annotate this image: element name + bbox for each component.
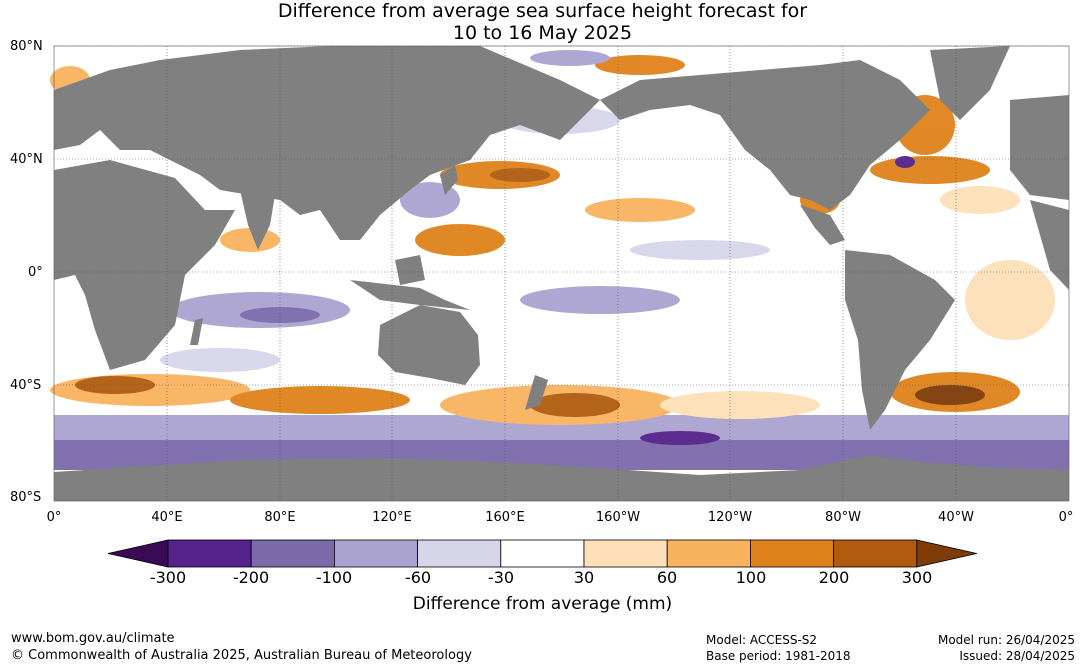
colorbar-tick-label: -200 [232, 568, 270, 587]
colorbar-extend-low [107, 539, 169, 568]
footer-issued: Issued: 28/04/2025 [959, 649, 1075, 663]
lon-label: 160°E [485, 510, 525, 525]
madagascar [190, 318, 203, 345]
lon-label: 120°W [707, 510, 753, 525]
lat-label: 40°N [10, 152, 43, 167]
colorbar-segment [167, 539, 252, 568]
lat-label: 40°S [10, 378, 42, 393]
map-title-line1: Difference from average sea surface heig… [277, 0, 808, 22]
anomaly-blob [630, 240, 770, 260]
anomaly-blob [895, 156, 915, 168]
anomaly-blob [660, 391, 820, 419]
colorbar-segment [666, 539, 751, 568]
africa [54, 160, 235, 370]
land [54, 46, 1069, 501]
lat-label: 80°N [10, 39, 43, 54]
colorbar-segment [833, 539, 918, 568]
anomaly-blob [415, 224, 505, 256]
indonesia [350, 280, 470, 310]
greenland [930, 46, 1010, 120]
colorbar-tick-label: 200 [818, 568, 850, 587]
colorbar [107, 539, 977, 568]
lat-label: 80°S [10, 490, 42, 505]
anomaly-blob [240, 307, 320, 323]
india [240, 190, 275, 250]
borneo [395, 255, 425, 285]
lat-label: 0° [28, 265, 43, 280]
footer-copyright: © Commonwealth of Australia 2025, Austra… [11, 648, 472, 663]
anomaly-blob [230, 386, 410, 414]
colorbar-tick-label: 300 [901, 568, 933, 587]
lon-label: 0° [46, 510, 62, 525]
eurasia [54, 46, 600, 240]
lon-label: 40°E [151, 510, 183, 525]
lon-label: 80°W [825, 510, 861, 525]
anomaly-blob [160, 348, 280, 372]
colorbar-segment [500, 539, 585, 568]
colorbar-tick-label: -30 [487, 568, 515, 587]
australia [378, 305, 480, 385]
africa-east-edge [1030, 200, 1069, 290]
colorbar-tick-label: -100 [315, 568, 353, 587]
colorbar-segment [750, 539, 835, 568]
central-america [800, 205, 845, 245]
lon-label: 0° [1058, 510, 1074, 525]
map-title-line2: 10 to 16 May 2025 [452, 22, 633, 44]
colorbar-segment [333, 539, 418, 568]
footer-base-period: Base period: 1981-2018 [706, 649, 851, 663]
japan [440, 165, 458, 195]
anomaly-blob [50, 374, 250, 406]
anomaly-blob [530, 393, 620, 417]
anomaly-blob [915, 385, 985, 405]
anomaly-blob [595, 55, 685, 75]
lon-label: 160°W [595, 510, 641, 525]
colorbar-extend-high [916, 539, 977, 568]
colorbar-segment [417, 539, 502, 568]
europe-east-edge [1010, 95, 1069, 200]
south-america [845, 250, 955, 430]
lon-label: 80°E [264, 510, 296, 525]
lon-label: 120°E [372, 510, 412, 525]
lon-label: 40°W [938, 510, 974, 525]
north-america [600, 60, 930, 210]
anomaly-blob [940, 186, 1020, 214]
colorbar-tick-label: -60 [404, 568, 432, 587]
footer-url: www.bom.gov.au/climate [11, 631, 175, 646]
antarctica [54, 455, 1069, 501]
map-frame [53, 45, 1070, 502]
anomaly-blob [965, 260, 1055, 340]
anomaly-blob [870, 156, 990, 184]
anomaly-blob [520, 286, 680, 314]
anomaly-blob [640, 431, 720, 445]
new-zealand [525, 375, 548, 410]
anomaly-blob [585, 198, 695, 222]
footer-model-run: Model run: 26/04/2025 [937, 633, 1075, 647]
footer-model: Model: ACCESS-S2 [706, 633, 818, 647]
colorbar-segment [583, 539, 668, 568]
colorbar-tick-label: 100 [735, 568, 767, 587]
colorbar-tick-label: 30 [573, 568, 595, 587]
colorbar-title: Difference from average (mm) [412, 594, 673, 614]
anomaly-blob [220, 228, 280, 252]
colorbar-tick-label: 60 [656, 568, 678, 587]
anomaly-blob [530, 50, 610, 66]
anomaly-blob [490, 168, 550, 182]
colorbar-tick-label: -300 [149, 568, 187, 587]
colorbar-segment [250, 539, 335, 568]
